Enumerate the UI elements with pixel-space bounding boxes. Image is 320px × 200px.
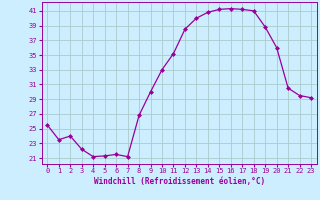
X-axis label: Windchill (Refroidissement éolien,°C): Windchill (Refroidissement éolien,°C) [94, 177, 265, 186]
